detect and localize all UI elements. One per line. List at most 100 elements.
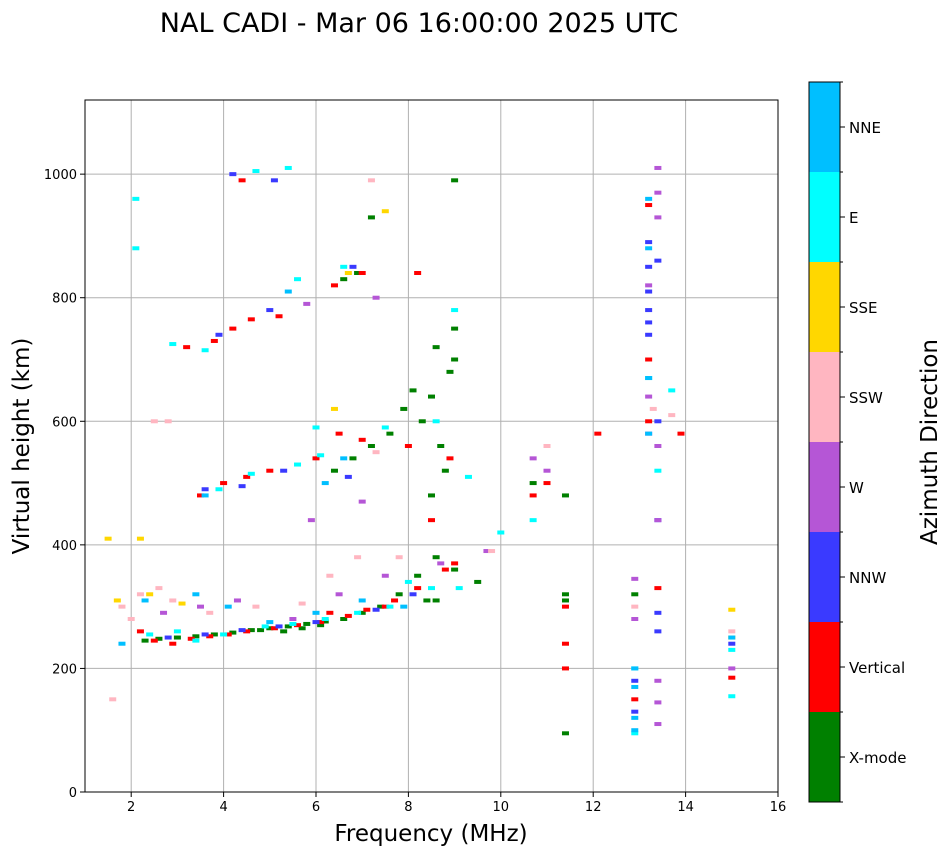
y-tick-label: 600 bbox=[52, 415, 77, 430]
data-point bbox=[104, 536, 112, 541]
data-point bbox=[354, 271, 362, 275]
data-point bbox=[312, 620, 320, 625]
data-point bbox=[668, 413, 676, 418]
data-point bbox=[409, 592, 417, 597]
data-point bbox=[645, 264, 653, 269]
data-point bbox=[561, 731, 569, 736]
x-tick-label: 16 bbox=[770, 800, 787, 815]
data-point bbox=[136, 592, 144, 597]
data-point bbox=[197, 493, 204, 498]
x-tick-label: 14 bbox=[677, 800, 694, 815]
data-point bbox=[349, 264, 357, 269]
x-tick-label: 6 bbox=[312, 800, 320, 815]
data-point bbox=[266, 626, 274, 631]
data-point bbox=[252, 604, 260, 609]
data-point bbox=[321, 619, 329, 624]
data-point bbox=[645, 394, 653, 399]
data-point bbox=[645, 289, 653, 294]
data-point bbox=[109, 697, 117, 702]
data-point bbox=[233, 598, 241, 603]
data-point bbox=[654, 419, 662, 424]
y-axis-ticks: 0 200 400 600 800 1000 bbox=[44, 168, 85, 801]
data-point bbox=[275, 624, 283, 629]
data-point bbox=[187, 636, 195, 641]
colorbar-segment bbox=[809, 262, 840, 352]
data-point bbox=[728, 647, 736, 652]
data-point bbox=[631, 592, 639, 597]
data-point bbox=[363, 607, 371, 612]
data-point bbox=[386, 604, 394, 609]
data-point bbox=[677, 431, 685, 436]
data-point bbox=[437, 444, 445, 448]
data-point bbox=[446, 369, 454, 374]
data-point bbox=[418, 419, 426, 424]
data-point bbox=[326, 573, 334, 578]
data-point bbox=[146, 592, 154, 597]
data-point bbox=[178, 601, 186, 606]
series-x-mode bbox=[141, 178, 639, 736]
data-point bbox=[169, 598, 177, 603]
data-point bbox=[201, 632, 209, 637]
data-point bbox=[728, 694, 736, 699]
data-point bbox=[414, 271, 422, 275]
data-point bbox=[247, 628, 255, 633]
data-point bbox=[654, 610, 662, 615]
data-point bbox=[340, 617, 348, 621]
data-point bbox=[335, 431, 343, 436]
data-point bbox=[349, 456, 357, 461]
data-point bbox=[432, 555, 440, 560]
data-point bbox=[266, 468, 274, 473]
colorbar: X-mode Vertical NNW W SSW SSE E NNE bbox=[808, 81, 906, 803]
data-point bbox=[561, 666, 569, 671]
data-point bbox=[404, 579, 412, 584]
data-point bbox=[654, 722, 662, 727]
data-point bbox=[372, 607, 380, 612]
data-point bbox=[243, 629, 251, 634]
data-point bbox=[645, 240, 653, 245]
data-point bbox=[654, 444, 662, 448]
data-point bbox=[294, 623, 302, 628]
series-ssw bbox=[109, 178, 736, 702]
data-point bbox=[312, 456, 320, 461]
data-point bbox=[654, 586, 662, 591]
data-point bbox=[728, 641, 736, 646]
data-point bbox=[654, 700, 662, 705]
grid-lines bbox=[85, 100, 779, 793]
data-point bbox=[464, 474, 472, 479]
data-point bbox=[136, 536, 144, 541]
data-point bbox=[238, 484, 246, 489]
colorbar-tick-label: W bbox=[849, 479, 864, 497]
data-point bbox=[488, 549, 496, 554]
data-point bbox=[367, 178, 375, 183]
data-point bbox=[654, 190, 662, 195]
data-point bbox=[728, 629, 736, 634]
data-point bbox=[381, 209, 389, 214]
data-point bbox=[654, 258, 662, 263]
data-point bbox=[155, 586, 163, 591]
data-point bbox=[220, 632, 228, 637]
colorbar-segment bbox=[809, 532, 840, 622]
data-point bbox=[728, 607, 736, 612]
data-point bbox=[358, 610, 366, 615]
data-point bbox=[451, 308, 459, 313]
data-point bbox=[414, 586, 422, 591]
data-point bbox=[257, 628, 265, 633]
data-point bbox=[224, 604, 232, 609]
data-point bbox=[377, 604, 385, 609]
colorbar-tick-label: NNE bbox=[849, 119, 881, 137]
data-point bbox=[127, 617, 135, 621]
y-tick-label: 800 bbox=[52, 292, 77, 307]
data-point bbox=[340, 277, 348, 282]
data-point bbox=[543, 481, 551, 486]
data-point bbox=[395, 555, 403, 560]
data-point bbox=[529, 493, 537, 498]
data-point bbox=[645, 203, 653, 208]
data-point bbox=[631, 709, 639, 714]
colorbar-frame bbox=[808, 81, 841, 803]
data-point bbox=[344, 474, 352, 479]
data-point bbox=[340, 456, 348, 461]
x-tick-label: 10 bbox=[493, 800, 510, 815]
data-point bbox=[284, 289, 292, 294]
data-point bbox=[317, 620, 325, 625]
colorbar-segment bbox=[809, 622, 840, 712]
